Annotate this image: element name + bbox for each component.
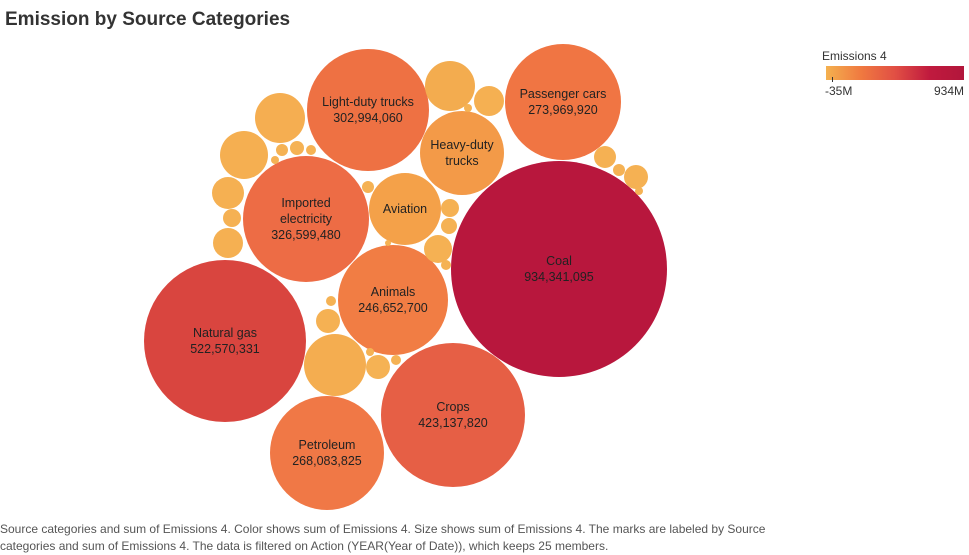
bubble-extra-small[interactable]	[366, 348, 374, 356]
bubble-small-13[interactable]	[220, 131, 268, 179]
bubble-small-19[interactable]	[624, 165, 648, 189]
bubble-imported-electricity[interactable]	[243, 156, 369, 282]
bubble-passenger-cars[interactable]	[505, 44, 621, 160]
bubble-small-18[interactable]	[594, 146, 616, 168]
bubble-label: Animals	[371, 285, 415, 299]
bubble-extra-small[interactable]	[613, 164, 625, 176]
bubble-small-15[interactable]	[212, 177, 244, 209]
bubble-label: Light-duty trucks	[322, 95, 414, 109]
bubble-extra-small[interactable]	[306, 145, 316, 155]
bubble-extra-small[interactable]	[271, 156, 279, 164]
bubble-crops[interactable]	[381, 343, 525, 487]
bubble-label: Petroleum	[299, 438, 356, 452]
bubble-small-12[interactable]	[255, 93, 305, 143]
bubble-extra-small[interactable]	[385, 240, 391, 246]
bubble-extra-small[interactable]	[441, 260, 451, 270]
bubble-extra-small[interactable]	[276, 144, 288, 156]
bubble-label: Passenger cars	[520, 87, 607, 101]
bubble-small-20[interactable]	[424, 235, 452, 263]
bubble-light-duty-trucks[interactable]	[307, 49, 429, 171]
bubble-label: electricity	[280, 212, 333, 226]
bubble-small-14[interactable]	[474, 86, 504, 116]
bubble-extra-small[interactable]	[441, 218, 457, 234]
bubble-value-label: 423,137,820	[418, 416, 488, 430]
bubble-value-label: 302,994,060	[333, 111, 403, 125]
bubble-animals[interactable]	[338, 245, 448, 355]
bubble-label: Crops	[436, 400, 469, 414]
bubble-small-24[interactable]	[290, 141, 304, 155]
chart-caption: Source categories and sum of Emissions 4…	[0, 522, 766, 553]
bubble-small-16[interactable]	[213, 228, 243, 258]
bubble-heavy-duty-trucks[interactable]	[420, 111, 504, 195]
bubble-label: Aviation	[383, 202, 427, 216]
legend-title: Emissions 4	[822, 49, 887, 63]
color-legend: Emissions 4 -35M 934M	[822, 49, 968, 98]
bubble-small-23[interactable]	[366, 355, 390, 379]
bubble-small-17[interactable]	[223, 209, 241, 227]
bubble-value-label: 273,969,920	[528, 103, 598, 117]
bubble-coal[interactable]	[451, 161, 667, 377]
bubble-aviation[interactable]	[369, 173, 441, 245]
bubble-label: Coal	[546, 254, 572, 268]
bubble-value-label: 522,570,331	[190, 342, 260, 356]
bubble-label: Heavy-duty	[430, 138, 494, 152]
bubble-extra-small[interactable]	[464, 104, 472, 112]
bubble-small-11[interactable]	[304, 334, 366, 396]
legend-min-label: -35M	[825, 84, 853, 98]
bubble-value-label: 326,599,480	[271, 228, 341, 242]
bubble-natural-gas[interactable]	[144, 260, 306, 422]
bubble-small-21[interactable]	[441, 199, 459, 217]
legend-max-label: 934M	[933, 84, 964, 98]
bubble-small-10[interactable]	[425, 61, 475, 111]
chart-title: Emission by Source Categories	[5, 9, 291, 30]
legend-gradient-bar	[826, 66, 964, 80]
bubble-extra-small[interactable]	[391, 355, 401, 365]
bubble-extra-small[interactable]	[362, 181, 374, 193]
bubble-value-label: 934,341,095	[524, 270, 594, 284]
bubble-value-label: 246,652,700	[358, 301, 428, 315]
bubble-label: Natural gas	[193, 326, 257, 340]
bubble-extra-small[interactable]	[635, 187, 643, 195]
bubble-extra-small[interactable]	[326, 296, 336, 306]
bubble-value-label: 268,083,825	[292, 454, 362, 468]
bubble-petroleum[interactable]	[270, 396, 384, 510]
legend-tick	[832, 77, 833, 82]
bubble-label: Imported	[281, 196, 330, 210]
bubble-small-22[interactable]	[316, 309, 340, 333]
bubble-label: trucks	[445, 154, 478, 168]
